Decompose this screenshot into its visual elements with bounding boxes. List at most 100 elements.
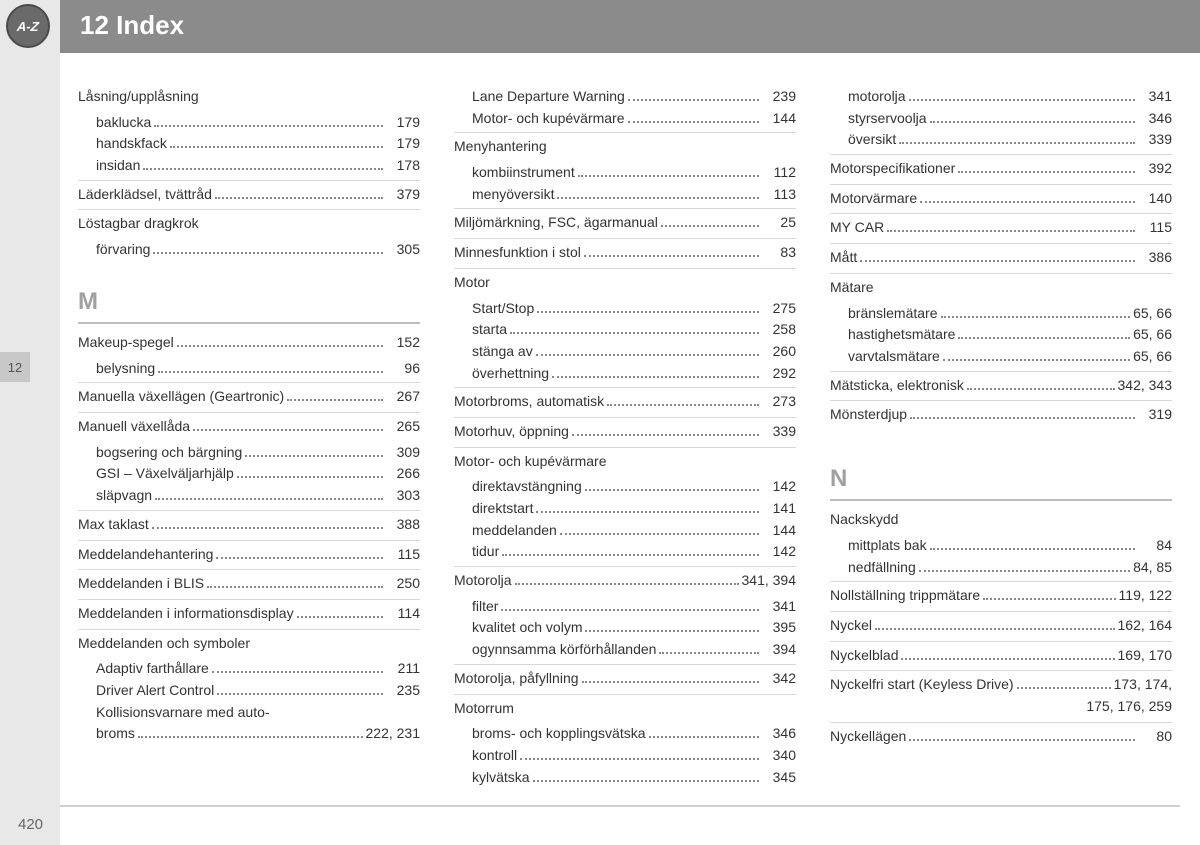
leader-dots — [153, 252, 383, 254]
index-group: Motorolja341, 394 — [454, 570, 796, 592]
index-group: Minnesfunktion i stol83 — [454, 242, 796, 264]
entry-label: Miljömärkning, FSC, ägarmanual — [454, 212, 658, 234]
index-group: Motorvärmare140 — [830, 188, 1172, 210]
leader-dots — [901, 658, 1114, 660]
leader-dots — [536, 354, 759, 356]
leader-dots — [582, 681, 759, 683]
index-heading: MY CAR115 — [830, 217, 1172, 239]
entry-label: Nyckelblad — [830, 645, 898, 667]
entry-label: nedfällning — [848, 557, 916, 579]
entry-label: Nollställning trippmätare — [830, 585, 980, 607]
index-subentry: starta258 — [454, 319, 796, 341]
index-subentry: broms222, 231 — [78, 723, 420, 745]
leader-dots — [941, 316, 1131, 318]
index-heading: Motorhuv, öppning339 — [454, 421, 796, 443]
entry-label: Låsning/upplåsning — [78, 86, 199, 108]
index-subentry: överhettning292 — [454, 363, 796, 385]
section-divider — [78, 322, 420, 324]
entry-page: 388 — [386, 514, 420, 536]
chapter-title: 12 Index — [80, 10, 184, 41]
leader-dots — [501, 609, 759, 611]
index-subentry: nedfällning84, 85 — [830, 557, 1172, 579]
leader-dots — [502, 554, 759, 556]
entry-label: förvaring — [96, 239, 150, 261]
entry-page: 113 — [762, 184, 796, 206]
entry-label: Motorhuv, öppning — [454, 421, 569, 443]
group-divider — [78, 599, 420, 600]
group-divider — [454, 664, 796, 665]
index-group: MY CAR115 — [830, 217, 1172, 239]
entry-label: varvtalsmätare — [848, 346, 940, 368]
leader-dots — [930, 121, 1135, 123]
entry-label: ogynnsamma körförhållanden — [472, 639, 656, 661]
group-divider — [78, 180, 420, 181]
entry-label: Motorolja — [454, 570, 512, 592]
index-heading: Nyckelblad169, 170 — [830, 645, 1172, 667]
index-heading: Makeup-spegel152 — [78, 332, 420, 354]
index-group: Motorolja, påfyllning342 — [454, 668, 796, 690]
group-divider — [78, 209, 420, 210]
entry-page: 141 — [762, 498, 796, 520]
leader-dots — [138, 736, 363, 738]
entry-page: 173, 174, — [1114, 674, 1172, 696]
entry-page: 65, 66 — [1133, 324, 1172, 346]
index-heading: Nyckelfri start (Keyless Drive)173, 174, — [830, 674, 1172, 696]
index-heading: Löstagbar dragkrok — [78, 213, 420, 235]
index-heading: Motorvärmare140 — [830, 188, 1172, 210]
index-heading: Meddelanden och symboler — [78, 633, 420, 655]
entry-label: Motorrum — [454, 698, 514, 720]
entry-page: 250 — [386, 573, 420, 595]
index-subentry: Kollisionsvarnare med auto- — [78, 702, 420, 724]
index-group: Nyckelblad169, 170 — [830, 645, 1172, 667]
entry-label: mittplats bak — [848, 535, 927, 557]
leader-dots — [154, 125, 383, 127]
entry-page: 260 — [762, 341, 796, 363]
entry-label: styrservoolja — [848, 108, 927, 130]
entry-label: Max taklast — [78, 514, 149, 536]
entry-label: handskfack — [96, 133, 167, 155]
entry-page: 96 — [386, 358, 420, 380]
group-divider — [830, 670, 1172, 671]
entry-label: släpvagn — [96, 485, 152, 507]
group-divider — [830, 154, 1172, 155]
group-divider — [454, 268, 796, 269]
leader-dots — [887, 230, 1135, 232]
index-subentry: Lane Departure Warning239 — [454, 86, 796, 108]
index-subentry: förvaring305 — [78, 239, 420, 261]
thumb-tab: 12 — [0, 352, 30, 382]
index-heading: Meddelandehantering115 — [78, 544, 420, 566]
index-heading: Motorrum — [454, 698, 796, 720]
entry-page: 142 — [762, 541, 796, 563]
entry-label: Kollisionsvarnare med auto- — [96, 702, 270, 724]
entry-label: Löstagbar dragkrok — [78, 213, 199, 235]
leader-dots — [909, 99, 1135, 101]
entry-label: Motorvärmare — [830, 188, 917, 210]
entry-page: 275 — [762, 298, 796, 320]
index-group: Meddelanden i BLIS250 — [78, 573, 420, 595]
entry-label: Minnesfunktion i stol — [454, 242, 581, 264]
entry-label: Motorolja, påfyllning — [454, 668, 579, 690]
index-heading: Miljömärkning, FSC, ägarmanual25 — [454, 212, 796, 234]
entry-page: 341 — [1138, 86, 1172, 108]
entry-label: Motor- och kupévärmare — [454, 451, 607, 473]
index-subentry: stänga av260 — [454, 341, 796, 363]
leader-dots — [552, 376, 759, 378]
index-subentry: Driver Alert Control235 — [78, 680, 420, 702]
entry-label: kylvätska — [472, 767, 530, 789]
index-heading: Meddelanden i BLIS250 — [78, 573, 420, 595]
entry-page: 144 — [762, 108, 796, 130]
index-subentry: översikt339 — [830, 129, 1172, 151]
leader-dots — [930, 548, 1135, 550]
index-heading: Nyckel162, 164 — [830, 615, 1172, 637]
index-subentry: kontroll340 — [454, 745, 796, 767]
entry-label: Mätare — [830, 277, 874, 299]
leader-dots — [628, 121, 759, 123]
entry-label: insidan — [96, 155, 140, 177]
group-divider — [830, 371, 1172, 372]
index-heading: Manuell växellåda265 — [78, 416, 420, 438]
entry-label: hastighetsmätare — [848, 324, 955, 346]
index-group: Meddelandehantering115 — [78, 544, 420, 566]
group-divider — [78, 569, 420, 570]
entry-page: 258 — [762, 319, 796, 341]
index-group: Motorrum — [454, 698, 796, 720]
